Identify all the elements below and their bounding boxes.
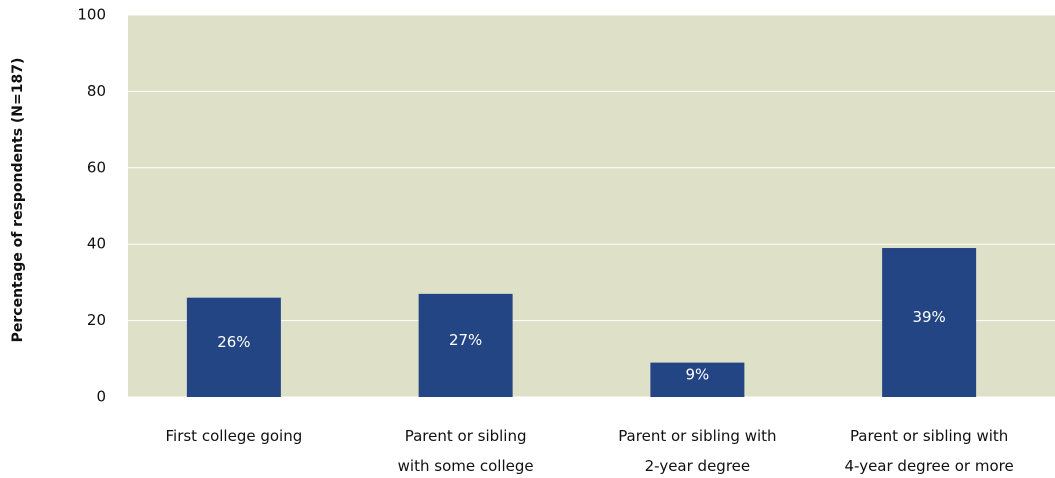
x-tick-label: Parent or sibling with 2-year degree <box>618 427 777 475</box>
y-tick-label: 20 <box>87 311 106 329</box>
data-label: 26% <box>217 333 250 351</box>
y-tick-label: 60 <box>87 158 106 176</box>
y-axis-label: Percentage of respondents (N=187) <box>10 58 26 343</box>
data-label: 39% <box>912 308 945 326</box>
bar <box>882 248 977 397</box>
y-tick-label: 80 <box>87 82 106 100</box>
bar <box>418 293 513 397</box>
y-tick-label: 40 <box>87 235 106 253</box>
x-tick-label: First college going <box>165 427 303 445</box>
data-label: 9% <box>685 365 709 383</box>
data-label: 27% <box>449 331 482 349</box>
y-tick-label: 0 <box>96 388 106 406</box>
x-tick-label: Parent or sibling with 4-year degree or … <box>844 427 1014 475</box>
x-tick-label: Parent or sibling with some college <box>397 427 534 475</box>
bar <box>186 297 281 397</box>
y-tick-label: 100 <box>77 6 106 24</box>
bar <box>650 362 745 397</box>
